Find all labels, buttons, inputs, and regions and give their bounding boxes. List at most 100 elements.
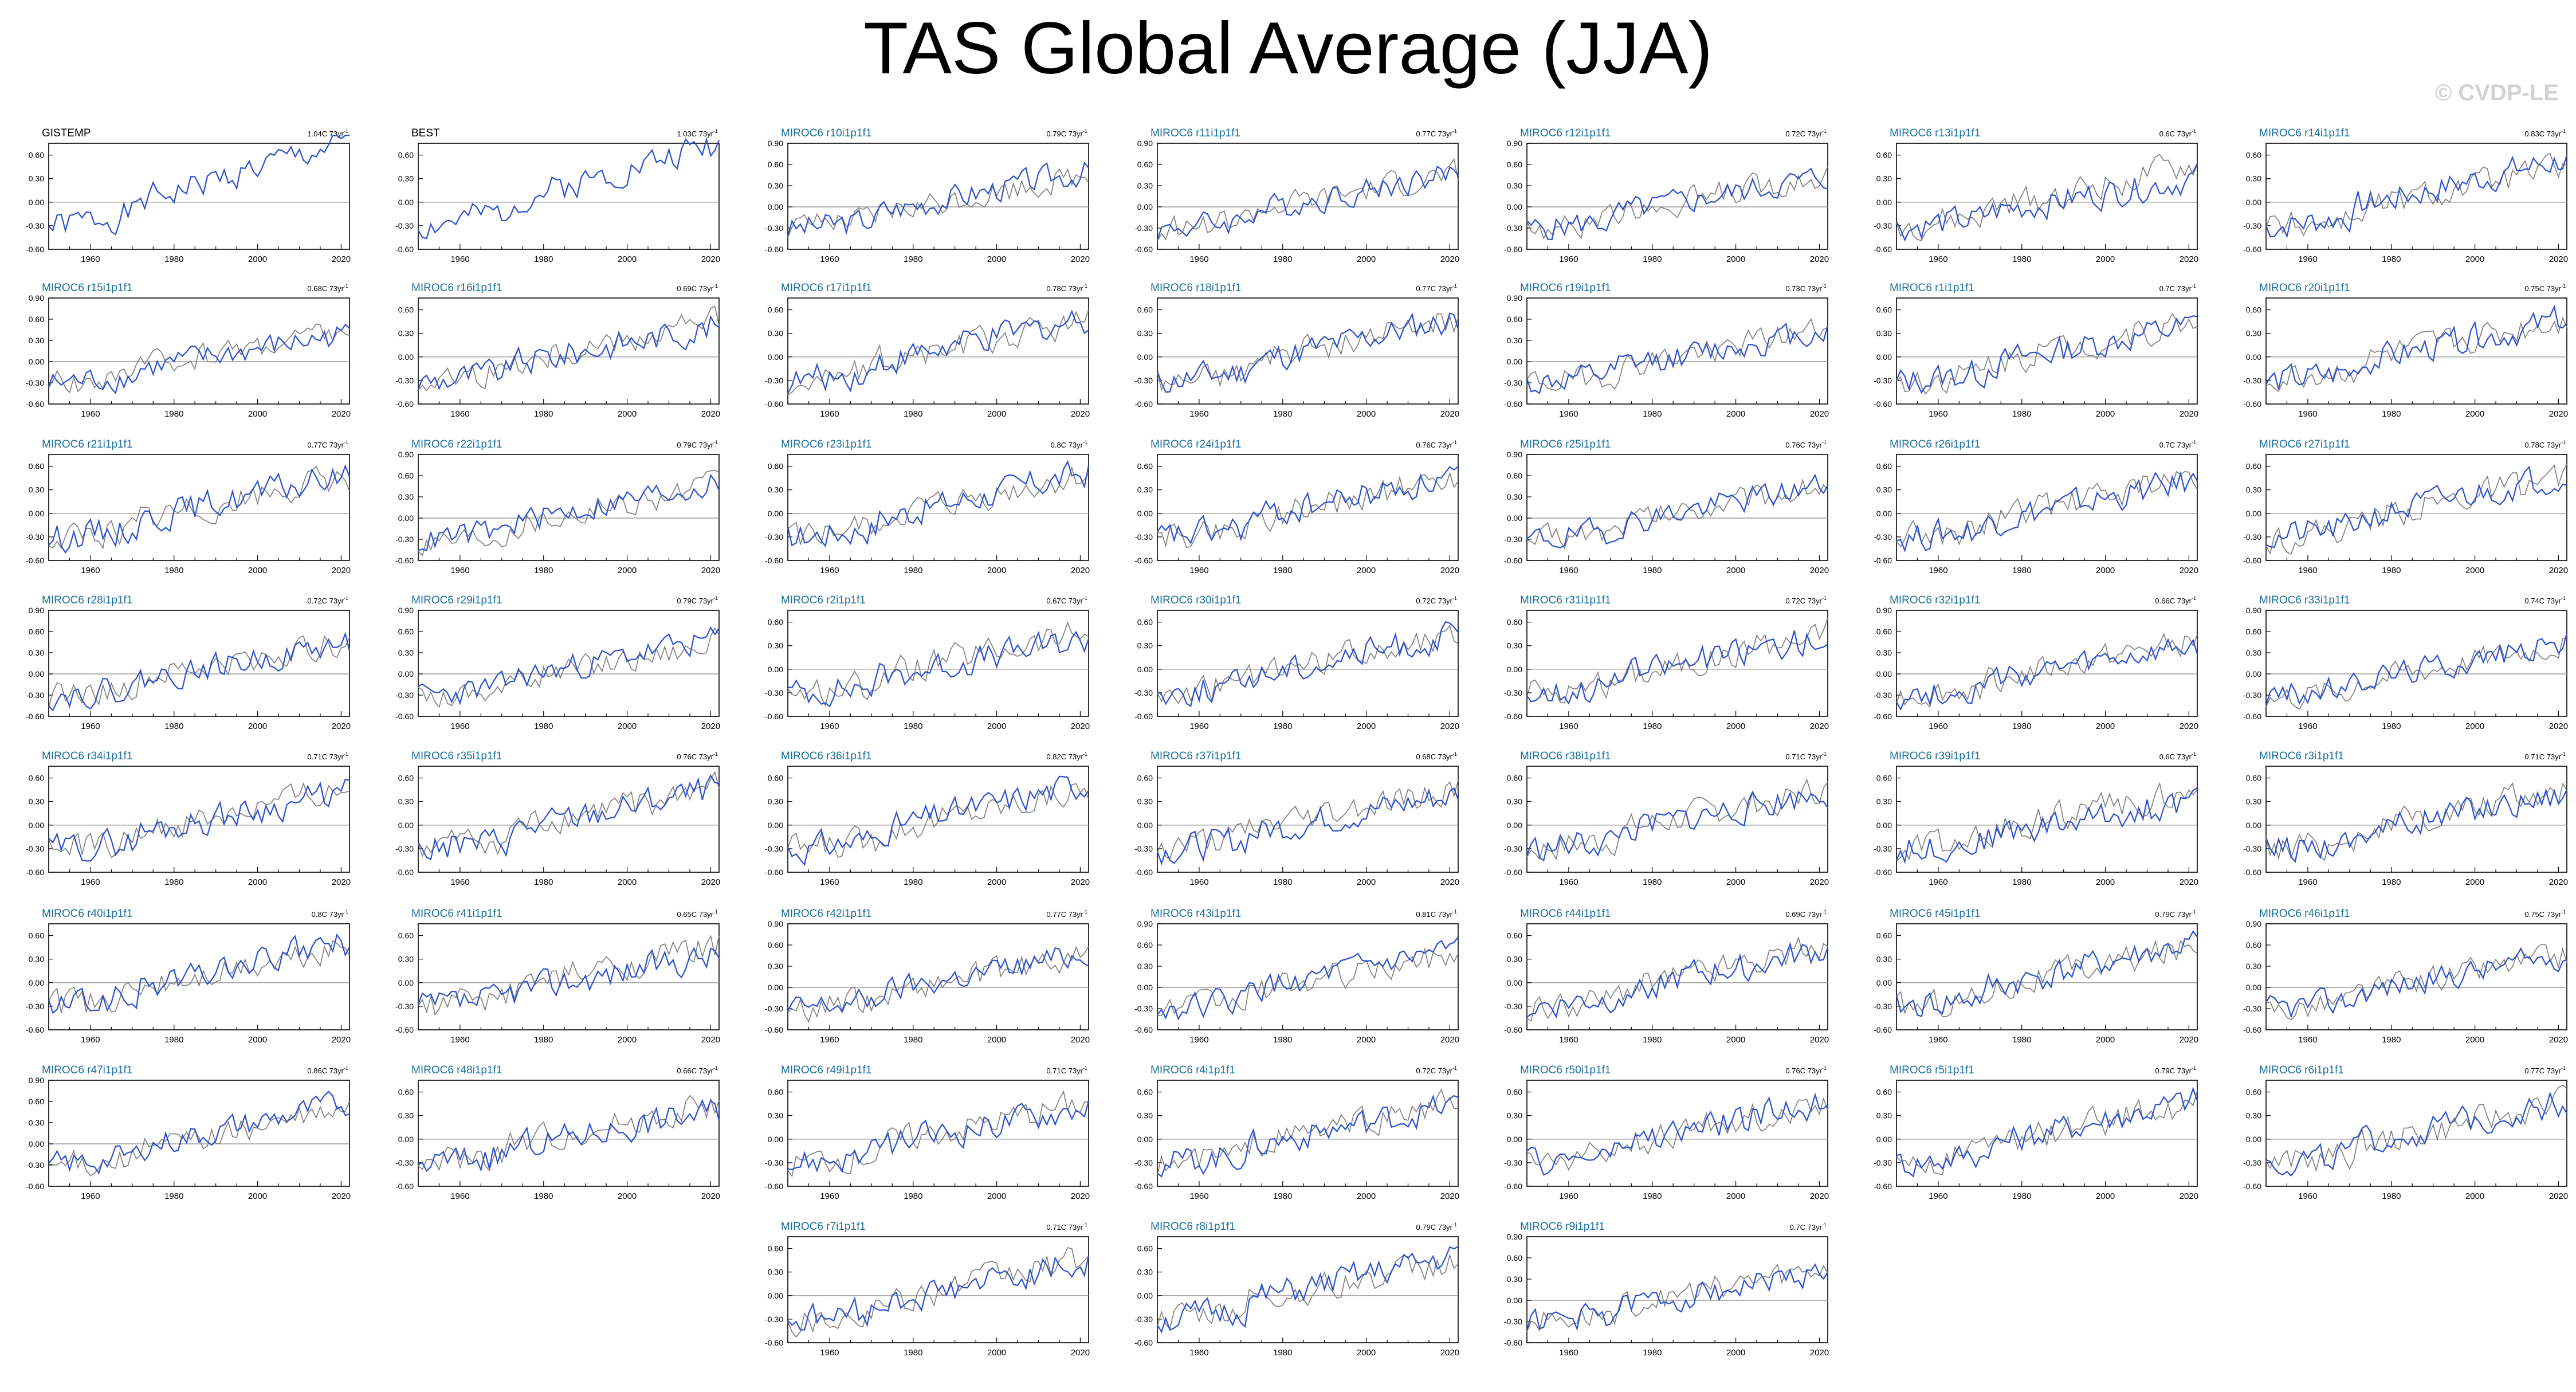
y-tick-label: 0.00 [29,821,44,830]
panel-trend: 0.65C 73yr-1 [677,909,718,919]
y-tick-label: -0.30 [1504,688,1522,697]
x-tick-label: 1960 [1929,566,1947,575]
y-tick-label: -0.30 [1504,844,1522,853]
panel-title: MIROC6 r1i1p1f1 [1890,282,1974,294]
y-tick-label: -0.30 [1504,223,1522,233]
x-tick-label: 2000 [1726,1035,1745,1045]
panel-title: MIROC6 r26i1p1f1 [1890,438,1980,450]
panel-title: MIROC6 r33i1p1f1 [2259,594,2350,606]
y-tick-label: 0.30 [398,492,414,501]
x-tick-label: 2020 [332,254,351,264]
x-tick-label: 1960 [1189,877,1208,887]
y-tick-label: 0.30 [1137,1268,1153,1277]
panel: MIROC6 r28i1p1f1 0.72C 73yr-1 0.90 0.60 0.30… [26,594,351,731]
x-tick-label: 2020 [1440,254,1459,264]
series-line [1156,312,1459,393]
y-tick-label: 0.00 [1507,1135,1522,1144]
x-tick-label: 1960 [81,409,100,419]
panel-title: MIROC6 r30i1p1f1 [1150,594,1241,606]
panel-title: MIROC6 r41i1p1f1 [411,908,502,920]
series-line [2265,947,2567,1019]
x-tick-label: 1960 [450,877,469,887]
y-tick-label: 0.00 [768,1291,783,1300]
panel-frame [787,143,1089,250]
panel: MIROC6 r17i1p1f1 0.78C 73yr-1 0.60 0.30 0.00… [765,282,1090,419]
panel: MIROC6 r19i1p1f1 0.73C 73yr-1 0.90 0.60 0.30… [1504,282,1829,419]
obs-series-line [2265,943,2567,1021]
panel: MIROC6 r43i1p1f1 0.81C 73yr-1 0.90 0.60 0.30… [1134,908,1459,1045]
x-tick-label: 2000 [2096,1191,2115,1201]
x-tick-label: 1960 [820,1191,839,1201]
series-line [1156,165,1459,241]
y-tick-label: 0.60 [29,774,44,783]
x-tick-label: 2020 [1440,566,1459,575]
panel-trend: 0.71C 73yr-1 [1046,1065,1087,1075]
panel-title: MIROC6 r49i1p1f1 [781,1064,871,1076]
y-tick-label: 0.00 [398,821,414,830]
panel-frame [1157,297,1459,405]
panel-title: MIROC6 r6i1p1f1 [2259,1064,2344,1076]
panel-frame [1896,297,2198,405]
panel: MIROC6 r42i1p1f1 0.77C 73yr-1 0.90 0.60 0.30… [765,908,1090,1045]
y-tick-label: 0.00 [768,202,783,211]
panel-trend: 0.72C 73yr-1 [1785,128,1827,138]
x-tick-label: 1960 [1929,1191,1947,1201]
obs-series-line [787,168,1089,238]
y-tick-label: 0.60 [1137,160,1153,169]
y-tick-label: 0.60 [398,151,414,160]
y-tick-label: 0.60 [1507,471,1522,480]
y-tick-label: -0.60 [2243,868,2261,877]
y-tick-label: 0.00 [1137,1135,1153,1144]
panel-frame [418,297,720,405]
y-tick-label: 0.00 [1507,202,1522,211]
obs-series-line [1896,633,2198,708]
panel: MIROC6 r3i1p1f1 0.71C 73yr-1 0.60 0.30 0.00 -… [2243,750,2568,887]
panel-trend: 0.77C 73yr-1 [2524,1065,2566,1075]
y-tick-label: 0.30 [29,485,44,495]
y-tick-label: 0.60 [2246,774,2261,783]
y-tick-label: 0.00 [2246,983,2261,992]
series-line [417,315,720,390]
panel-frame [1157,1080,1459,1187]
watermark: © CVDP-LE [2434,80,2559,105]
x-tick-label: 1960 [81,877,100,887]
y-tick-label: -0.60 [1134,1182,1153,1191]
x-tick-label: 1960 [820,877,839,887]
y-tick-label: 0.30 [768,1268,783,1277]
x-tick-label: 2000 [618,566,637,575]
panel-frame [1157,1236,1459,1343]
x-tick-label: 2020 [1440,877,1459,887]
y-tick-label: 0.60 [29,151,44,160]
y-tick-label: 0.60 [2246,627,2261,636]
y-tick-label: 0.60 [768,1244,783,1253]
x-tick-label: 1980 [1643,877,1662,887]
obs-series-line [1157,158,1459,242]
x-tick-label: 2000 [987,1191,1006,1201]
y-tick-label: 0.00 [1507,665,1522,674]
y-tick-label: -0.30 [2243,532,2261,542]
panel-frame [2265,297,2567,405]
panel-title: MIROC6 r5i1p1f1 [1890,1064,1974,1076]
panel-trend: 0.66C 73yr-1 [677,1065,718,1075]
y-tick-label: -0.30 [1134,532,1153,542]
obs-series-line [1157,625,1459,704]
y-tick-label: 0.60 [2246,462,2261,471]
panel: MIROC6 r30i1p1f1 0.72C 73yr-1 0.60 0.30 0.00… [1134,594,1459,731]
panel-title: MIROC6 r3i1p1f1 [2259,750,2344,762]
series-line [418,1099,720,1173]
x-tick-label: 2020 [1440,409,1459,419]
series-line [2265,633,2568,706]
panel: MIROC6 r49i1p1f1 0.71C 73yr-1 0.60 0.30 0.00… [765,1064,1090,1201]
obs-series-line [48,635,350,708]
x-tick-label: 2000 [248,566,267,575]
y-tick-label: 0.60 [1507,774,1522,783]
x-tick-label: 2000 [2096,877,2115,887]
obs-series-line [2265,782,2567,861]
y-tick-label: -0.30 [1874,691,1892,700]
x-tick-label: 2020 [701,1191,720,1201]
y-tick-label: -0.60 [395,1025,414,1034]
y-tick-label: 0.00 [2246,1135,2261,1144]
x-tick-label: 1980 [1643,254,1662,264]
x-tick-label: 1960 [1189,566,1208,575]
series-line [1896,638,2198,711]
